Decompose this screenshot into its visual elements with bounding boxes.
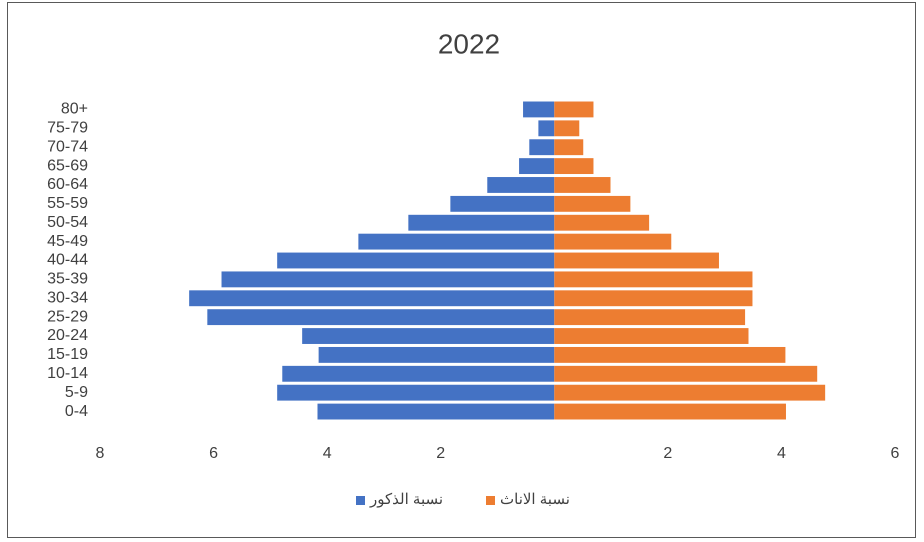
- bar: [277, 252, 555, 269]
- bar: [554, 309, 746, 326]
- y-tick-label: 70-74: [47, 138, 88, 155]
- y-tick-label: 35-39: [47, 271, 88, 288]
- bar: [554, 346, 786, 363]
- x-tick-label: 6: [891, 445, 900, 462]
- y-tick-label: 40-44: [47, 252, 88, 269]
- bar: [554, 120, 580, 137]
- y-tick-label: 45-49: [47, 233, 88, 250]
- y-tick-label: 15-19: [47, 346, 88, 363]
- bar: [277, 384, 555, 401]
- x-tick-label: 8: [96, 445, 105, 462]
- bar: [554, 271, 753, 288]
- x-tick-label: 4: [777, 445, 786, 462]
- bar: [554, 290, 753, 307]
- legend-label: نسبة الاناث: [500, 491, 570, 508]
- x-tick-label: 2: [436, 445, 445, 462]
- bar: [519, 158, 555, 175]
- chart-title: 2022: [438, 28, 500, 59]
- bar: [554, 139, 584, 156]
- bar: [554, 214, 650, 231]
- legend-swatch: [486, 496, 495, 505]
- y-tick-label: 10-14: [47, 365, 88, 382]
- y-tick-label: 20-24: [47, 327, 88, 344]
- x-tick-label: 4: [323, 445, 332, 462]
- bar: [221, 271, 555, 288]
- bar: [538, 120, 555, 137]
- y-tick-label: 55-59: [47, 195, 88, 212]
- y-tick-label: 0-4: [65, 403, 88, 420]
- bar: [554, 365, 818, 382]
- bar: [408, 214, 555, 231]
- bar: [554, 233, 672, 250]
- y-tick-label: 5-9: [65, 384, 88, 401]
- bar: [554, 101, 594, 118]
- bar: [450, 195, 555, 212]
- chart-frame: [7, 2, 916, 538]
- bar: [318, 346, 555, 363]
- bar: [207, 309, 555, 326]
- y-tick-label: 50-54: [47, 214, 88, 231]
- bar: [554, 252, 719, 269]
- bar: [529, 139, 555, 156]
- legend-swatch: [356, 496, 365, 505]
- bar: [189, 290, 555, 307]
- bar: [554, 403, 786, 420]
- bar: [554, 328, 749, 344]
- bar: [554, 177, 611, 193]
- bar: [358, 233, 555, 250]
- bar: [554, 158, 594, 175]
- bar: [554, 195, 631, 212]
- bar: [282, 365, 555, 382]
- bar: [487, 177, 555, 193]
- y-tick-label: 80+: [61, 101, 88, 118]
- legend-label: نسبة الذكور: [369, 491, 443, 508]
- bar: [302, 328, 555, 344]
- y-tick-label: 65-69: [47, 157, 88, 174]
- bar: [554, 384, 826, 401]
- y-tick-label: 30-34: [47, 289, 88, 306]
- x-tick-label: 6: [209, 445, 218, 462]
- y-tick-label: 60-64: [47, 176, 88, 193]
- bar: [523, 101, 555, 118]
- x-tick-label: 2: [663, 445, 672, 462]
- y-tick-label: 25-29: [47, 308, 88, 325]
- y-tick-label: 75-79: [47, 120, 88, 137]
- bar: [317, 403, 555, 420]
